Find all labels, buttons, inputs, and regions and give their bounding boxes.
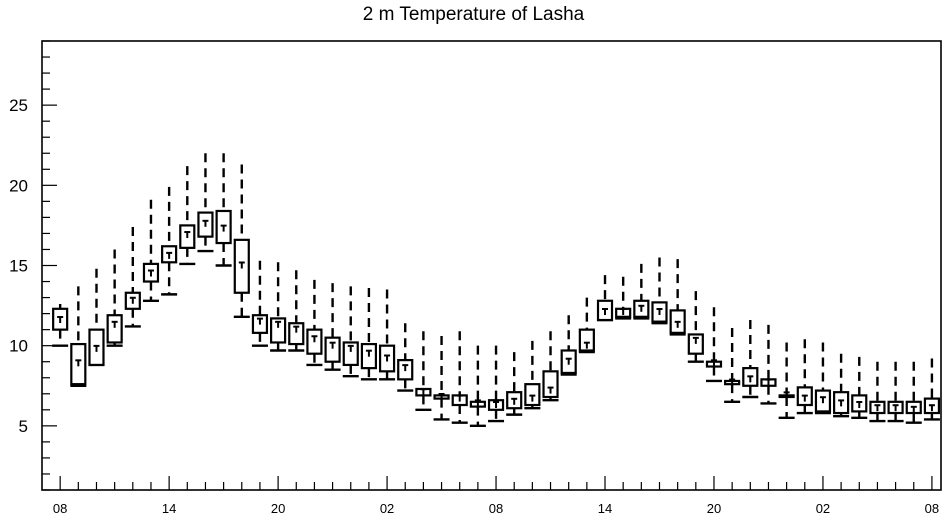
iqr-box: [270, 317, 287, 344]
iqr-box: [542, 370, 559, 399]
box-item: [615, 276, 632, 320]
iqr-box: [288, 322, 305, 346]
x-axis: 08 14 20 02 08 14 20 02 08: [53, 476, 939, 516]
box-item: [869, 361, 886, 423]
chart-title: 2 m Temperature of Lasha: [362, 4, 585, 25]
box-item: [596, 275, 614, 322]
y-tick-label: 20: [9, 176, 28, 195]
box-item: [506, 352, 523, 416]
box-item: [833, 353, 850, 418]
box-item: [52, 303, 69, 347]
x-tick-label: 08: [53, 501, 67, 516]
box-item: [851, 356, 868, 420]
y-tick-label: 10: [9, 337, 28, 356]
box-item: [161, 186, 178, 296]
box-item: [687, 291, 704, 363]
box-item: [487, 345, 505, 423]
box-item: [578, 297, 595, 354]
box-item: [633, 263, 650, 320]
box-item: [451, 331, 468, 424]
iqr-box: [324, 336, 341, 363]
box-item: [288, 270, 305, 352]
box-item: [142, 199, 160, 302]
y-tick-label: 15: [9, 257, 28, 276]
box-item: [887, 361, 904, 423]
box-series: [52, 153, 941, 428]
y-tick-label: 25: [9, 96, 28, 115]
box-item: [905, 361, 922, 424]
x-tick-label: 20: [707, 501, 721, 516]
plot-frame: [41, 40, 942, 491]
iqr-box: [578, 328, 595, 352]
box-item: [778, 342, 795, 420]
box-item: [70, 286, 87, 387]
box-item: [651, 257, 668, 325]
box-item: [88, 268, 105, 367]
box-item: [524, 340, 541, 410]
box-item: [360, 287, 378, 381]
box-item: [270, 262, 287, 352]
iqr-box: [342, 341, 359, 367]
x-tick-label: 08: [489, 501, 503, 516]
box-item: [179, 166, 196, 266]
x-tick-label: 02: [380, 501, 394, 516]
box-item: [233, 164, 250, 319]
box-item: [433, 336, 450, 421]
box-item: [306, 279, 323, 367]
box-item: [669, 259, 686, 336]
x-tick-label: 14: [162, 501, 176, 516]
box-item: [796, 339, 813, 415]
box-item: [106, 249, 123, 347]
box-item: [215, 153, 232, 267]
x-tick-label: 14: [598, 501, 612, 516]
x-tick-label: 02: [816, 501, 830, 516]
box-item: [124, 227, 141, 328]
y-tick-label: 5: [19, 417, 28, 436]
box-item: [397, 323, 414, 392]
y-axis: 5 10 15 20 25: [9, 40, 57, 491]
box-item: [560, 315, 577, 376]
box-item: [724, 328, 741, 404]
iqr-box: [687, 333, 704, 355]
iqr-box: [106, 314, 123, 344]
box-item: [324, 283, 341, 371]
box-item: [378, 289, 396, 381]
box-item: [469, 345, 486, 428]
box-item: [923, 358, 941, 421]
box-item: [705, 307, 723, 383]
x-tick-label: 20: [271, 501, 285, 516]
box-item: [415, 331, 432, 412]
box-item: [251, 260, 269, 347]
iqr-box: [524, 383, 541, 407]
x-tick-label: 08: [925, 501, 939, 516]
box-item: [342, 286, 359, 378]
box-item: [814, 342, 832, 415]
box-item: [197, 153, 214, 253]
box-item: [542, 331, 559, 402]
box-item: [760, 324, 777, 405]
box-item: [742, 320, 759, 399]
